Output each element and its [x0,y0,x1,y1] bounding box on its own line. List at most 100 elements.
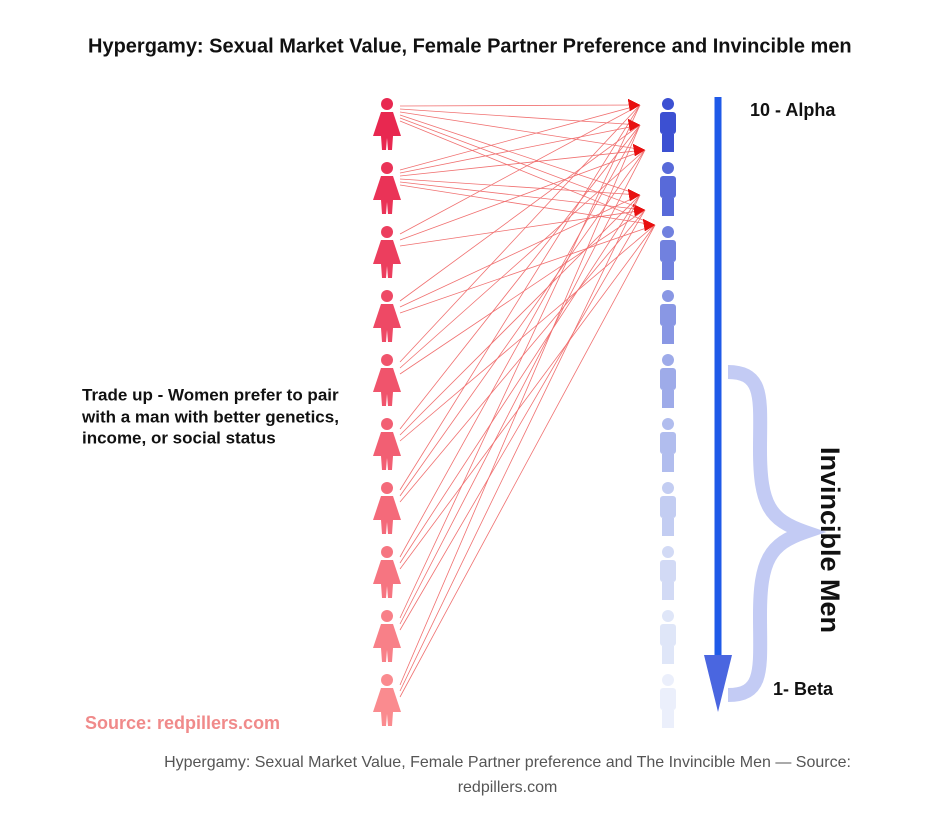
legs [662,710,674,728]
woman-icon [373,418,401,470]
preference-line [399,124,641,686]
preference-line [399,108,641,126]
preference-line [399,149,646,369]
man-icon [660,98,676,152]
body [373,368,401,406]
preference-line [399,224,656,570]
head [662,418,674,430]
head [662,162,674,174]
body [373,496,401,534]
head [662,354,674,366]
body [373,432,401,470]
body [373,560,401,598]
woman-icon [373,98,401,150]
preference-line [399,117,646,211]
preference-arrow [633,144,645,156]
preference-arrow [628,189,640,201]
man-icon [660,354,676,408]
woman-icon [373,226,401,278]
woman-icon [373,162,401,214]
man-icon [660,290,676,344]
preference-line [399,124,641,174]
preference-line [399,224,656,314]
legs [662,326,674,344]
head [662,226,674,238]
preference-line [399,209,646,247]
legs [662,198,674,216]
head [662,482,674,494]
man-icon [660,546,676,600]
man-icon [660,482,676,536]
preference-line [399,149,646,241]
preference-line [399,209,646,375]
head [381,610,393,622]
preference-line [399,104,641,107]
women-column [373,98,401,726]
body [373,304,401,342]
preference-line [399,181,646,211]
torso [660,176,676,198]
torso [660,560,676,582]
preference-line [399,104,641,491]
preference-line [399,120,656,226]
head [381,98,393,110]
head [662,546,674,558]
woman-icon [373,482,401,534]
preference-line [399,104,641,619]
preference-line [399,194,641,564]
brace [727,365,827,702]
preference-line [399,149,646,177]
bottom-label: 1- Beta [773,679,834,699]
top-label: 10 - Alpha [750,100,836,120]
preference-arrow [633,204,645,216]
head [662,674,674,686]
head [662,98,674,110]
man-icon [660,610,676,664]
legs [662,262,674,280]
preference-line [399,194,641,308]
man-icon [660,674,676,728]
woman-icon [373,674,401,726]
body [373,624,401,662]
preference-arrow [628,119,640,131]
legs [662,646,674,664]
legs [662,582,674,600]
men-column [660,98,676,728]
head [381,482,393,494]
title: Hypergamy: Sexual Market Value, Female P… [88,35,852,57]
head [381,162,393,174]
scale-arrow-head [704,655,732,712]
preference-line [399,104,641,235]
preference-line [399,209,646,631]
torso [660,368,676,390]
head [662,610,674,622]
body [373,176,401,214]
legs [662,134,674,152]
man-icon [660,418,676,472]
preference-line [399,104,641,171]
preference-arrow [628,99,640,111]
torso [660,304,676,326]
note-line: Trade up - Women prefer to pair [82,385,339,404]
torso [660,688,676,710]
woman-icon [373,354,401,406]
preference-line [399,124,641,558]
caption: Hypergamy: Sexual Market Value, Female P… [164,754,851,796]
note-line: with a man with better genetics, [81,407,339,426]
body [373,240,401,278]
preference-lines [399,99,656,698]
preference-line [399,224,656,442]
torso [660,112,676,134]
man-icon [660,226,676,280]
preference-line [399,184,656,226]
head [381,418,393,430]
preference-line [399,178,641,196]
head [381,546,393,558]
man-icon [660,162,676,216]
head [381,674,393,686]
woman-icon [373,610,401,662]
preference-line [399,124,641,430]
head [381,226,393,238]
legs [662,518,674,536]
